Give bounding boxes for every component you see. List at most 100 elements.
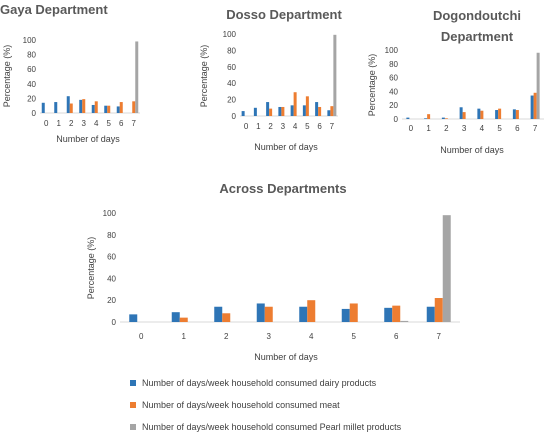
bar-dairy-5 bbox=[341, 308, 350, 322]
bar-meat-3 bbox=[281, 106, 285, 116]
bar-meat-2 bbox=[69, 103, 73, 113]
bar-dairy-7 bbox=[426, 306, 435, 322]
bar-meat-6 bbox=[318, 106, 322, 116]
y-tick-label: 100 bbox=[103, 209, 117, 218]
bar-dairy-0 bbox=[406, 117, 410, 119]
chart-panel-3: Across Departments 0 20 40 60 80 100 0 1 2 3 4 5 6 7 Nu… bbox=[86, 181, 460, 362]
x-tick-label: 2 bbox=[444, 124, 449, 133]
bar-dairy-2 bbox=[66, 96, 70, 113]
x-tick-label: 5 bbox=[352, 332, 357, 341]
bar-dairy-5 bbox=[495, 110, 499, 119]
chart-panel-2: Dogondoutchi Department 0 20 40 60 80 100 0 1 2 3 4 5… bbox=[367, 8, 544, 155]
y-tick-label: 80 bbox=[27, 51, 36, 60]
x-tick-label: 0 bbox=[409, 124, 414, 133]
x-axis-label: Number of days bbox=[440, 145, 504, 155]
x-tick-label: 3 bbox=[267, 332, 272, 341]
chart-title: Gaya Department bbox=[0, 2, 108, 17]
bar-meat-7 bbox=[132, 101, 136, 113]
bar-dairy-2 bbox=[214, 306, 223, 322]
y-axis-label: Percentage (%) bbox=[86, 237, 96, 300]
bar-dairy-3 bbox=[459, 107, 463, 119]
x-tick-label: 0 bbox=[44, 119, 49, 128]
bar-dairy-1 bbox=[424, 118, 428, 119]
bar-dairy-0 bbox=[41, 102, 45, 113]
x-tick-label: 6 bbox=[119, 119, 124, 128]
y-tick-label: 40 bbox=[107, 274, 116, 283]
y-tick-label: 0 bbox=[232, 112, 237, 121]
legend-item-dairy: Number of days/week household consumed d… bbox=[130, 372, 540, 394]
y-tick-label: 0 bbox=[32, 109, 37, 118]
bar-dairy-7 bbox=[530, 95, 534, 119]
y-tick-label: 100 bbox=[223, 30, 237, 39]
bar-dairy-1 bbox=[171, 312, 180, 322]
bar-millet-7 bbox=[536, 52, 540, 120]
legend-label-meat: Number of days/week household consumed m… bbox=[142, 400, 340, 410]
y-tick-label: 60 bbox=[227, 63, 236, 72]
x-tick-label: 1 bbox=[256, 122, 261, 131]
x-tick-label: 6 bbox=[515, 124, 520, 133]
bar-meat-7 bbox=[533, 92, 537, 119]
bar-dairy-1 bbox=[54, 102, 58, 113]
x-tick-label: 1 bbox=[182, 332, 187, 341]
bar-meat-6 bbox=[515, 110, 519, 119]
legend-item-meat: Number of days/week household consumed m… bbox=[130, 394, 540, 416]
bar-dairy-2 bbox=[441, 117, 445, 119]
x-tick-label: 2 bbox=[224, 332, 229, 341]
bar-meat-7 bbox=[434, 298, 443, 322]
legend: Number of days/week household consumed d… bbox=[130, 372, 540, 438]
y-tick-label: 80 bbox=[227, 46, 236, 55]
bar-dairy-6 bbox=[512, 109, 516, 119]
y-tick-label: 20 bbox=[27, 94, 36, 103]
x-tick-label: 1 bbox=[57, 119, 62, 128]
bar-millet-7 bbox=[442, 215, 451, 322]
bar-dairy-4 bbox=[91, 104, 95, 113]
x-tick-label: 0 bbox=[244, 122, 249, 131]
x-tick-label: 0 bbox=[139, 332, 144, 341]
x-tick-label: 2 bbox=[268, 122, 273, 131]
bar-dairy-0 bbox=[129, 314, 138, 322]
legend-label-millet: Number of days/week household consumed P… bbox=[142, 422, 402, 432]
legend-label-dairy: Number of days/week household consumed d… bbox=[142, 378, 377, 388]
bar-dairy-6 bbox=[315, 102, 319, 116]
bar-millet-7 bbox=[135, 41, 139, 113]
bar-meat-2 bbox=[222, 313, 231, 322]
bar-dairy-5 bbox=[302, 105, 306, 116]
bar-meat-6 bbox=[119, 102, 123, 113]
y-tick-label: 40 bbox=[227, 79, 236, 88]
x-tick-label: 6 bbox=[317, 122, 322, 131]
bar-meat-3 bbox=[462, 112, 466, 119]
x-tick-label: 3 bbox=[281, 122, 286, 131]
x-tick-label: 3 bbox=[462, 124, 467, 133]
bar-meat-4 bbox=[307, 300, 316, 322]
bar-meat-1 bbox=[427, 114, 431, 119]
y-axis-label: Percentage (%) bbox=[367, 54, 377, 117]
y-tick-label: 20 bbox=[227, 96, 236, 105]
y-tick-label: 60 bbox=[389, 74, 398, 83]
legend-item-millet: Number of days/week household consumed P… bbox=[130, 416, 540, 438]
legend-swatch-millet bbox=[130, 424, 136, 430]
x-tick-label: 4 bbox=[293, 122, 298, 131]
bar-dairy-7 bbox=[327, 110, 331, 116]
x-tick-label: 3 bbox=[82, 119, 87, 128]
x-tick-label: 7 bbox=[437, 332, 442, 341]
x-tick-label: 1 bbox=[426, 124, 431, 133]
bar-dairy-3 bbox=[256, 303, 265, 322]
legend-swatch-dairy bbox=[130, 380, 136, 386]
bar-meat-6 bbox=[392, 305, 401, 322]
bar-meat-2 bbox=[269, 108, 273, 116]
bar-dairy-4 bbox=[477, 108, 481, 119]
bar-dairy-1 bbox=[253, 107, 257, 116]
bar-dairy-3 bbox=[79, 99, 83, 113]
bar-dairy-0 bbox=[241, 111, 245, 116]
x-axis-label: Number of days bbox=[254, 142, 318, 152]
chart-title-line: Department bbox=[441, 29, 514, 44]
bar-meat-4 bbox=[293, 92, 297, 116]
bar-dairy-4 bbox=[290, 105, 294, 116]
x-tick-label: 6 bbox=[394, 332, 399, 341]
x-tick-label: 7 bbox=[533, 124, 538, 133]
y-tick-label: 80 bbox=[389, 60, 398, 69]
y-tick-label: 60 bbox=[107, 253, 116, 262]
